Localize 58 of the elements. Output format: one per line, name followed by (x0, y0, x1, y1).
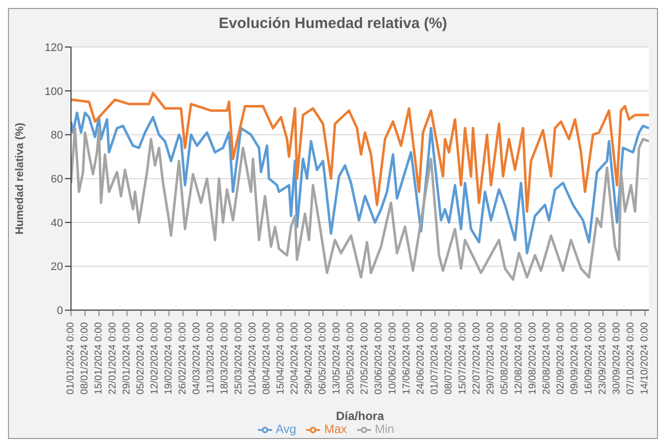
x-tick-label: 19/02/2024 0:00 (164, 322, 174, 394)
x-tick-label: 27/05/2024 0:00 (360, 322, 370, 394)
x-tick-label: 22/01/2024 0:00 (108, 322, 118, 394)
x-tick-label: 18/03/2024 0:00 (220, 322, 230, 394)
line-series (71, 92, 649, 213)
x-tick-label: 20/05/2024 0:00 (346, 322, 356, 394)
x-tick-label: 15/04/2024 0:00 (276, 322, 286, 394)
x-tick-label: 17/06/2024 0:00 (402, 322, 412, 394)
x-tick-label: 22/07/2024 0:00 (472, 322, 482, 394)
x-tick-label: 13/05/2024 0:00 (332, 322, 342, 394)
legend-label: Min (374, 422, 394, 436)
x-tick-label: 11/03/2024 0:00 (206, 322, 216, 394)
y-tick-label: 80 (50, 130, 63, 142)
y-tick-label: 60 (50, 173, 63, 186)
x-tick-label: 08/04/2024 0:00 (262, 322, 272, 394)
x-tick-label: 01/07/2024 0:00 (430, 322, 440, 394)
x-tick-label: 01/01/2024 0:00 (66, 322, 76, 394)
x-tick-label: 02/09/2024 0:00 (556, 322, 566, 394)
x-tick-label: 16/09/2024 0:00 (584, 322, 594, 394)
x-axis-title: Día/hora (336, 409, 384, 424)
x-tick-label: 01/04/2024 0:00 (248, 322, 258, 394)
x-tick-label: 10/06/2024 0:00 (388, 322, 398, 394)
y-tick-label: 40 (50, 217, 63, 230)
x-tick-label: 19/08/2024 0:00 (528, 322, 538, 394)
line-series (71, 112, 649, 254)
x-tick-label: 12/02/2024 0:00 (150, 322, 160, 394)
x-tick-label: 24/06/2024 0:00 (416, 322, 426, 394)
x-tick-label: 08/07/2024 0:00 (444, 322, 454, 394)
x-tick-label: 03/06/2024 0:00 (374, 322, 384, 394)
y-tick-label: 0 (56, 305, 63, 318)
legend-label: Max (324, 422, 347, 436)
x-tick-label: 08/01/2024 0:00 (80, 322, 90, 394)
x-tick-label: 05/02/2024 0:00 (136, 322, 146, 394)
x-tick-label: 26/08/2024 0:00 (542, 322, 552, 394)
chart-title: Evolución Humedad relativa (%) (218, 14, 448, 34)
x-tick-label: 15/01/2024 0:00 (94, 322, 104, 394)
x-tick-label: 12/08/2024 0:00 (514, 322, 524, 394)
x-tick-label: 29/01/2024 0:00 (122, 322, 132, 394)
y-tick-label: 100 (44, 86, 63, 98)
x-tick-label: 04/03/2024 0:00 (192, 322, 202, 394)
x-tick-label: 22/04/2024 0:00 (290, 322, 300, 394)
legend-label: Avg (276, 422, 296, 436)
y-tick-label: 120 (44, 42, 63, 54)
x-tick-label: 09/09/2024 0:00 (570, 322, 580, 394)
line-series (71, 126, 649, 281)
x-tick-label: 30/09/2024 0:00 (612, 322, 622, 394)
x-tick-label: 23/09/2024 0:00 (598, 322, 608, 394)
x-tick-label: 15/07/2024 0:00 (458, 322, 468, 394)
y-axis-title: Humedad relativa (%) (14, 122, 26, 235)
x-tick-label: 26/02/2024 0:00 (178, 322, 188, 394)
x-tick-label: 29/04/2024 0:00 (304, 322, 314, 394)
y-tick-label: 20 (50, 261, 63, 274)
x-tick-label: 14/10/2024 0:00 (640, 322, 650, 394)
x-tick-label: 07/10/2024 0:00 (626, 322, 636, 394)
x-tick-label: 25/03/2024 0:00 (234, 322, 244, 394)
x-tick-label: 05/08/2024 0:00 (500, 322, 510, 394)
x-tick-label: 29/07/2024 0:00 (486, 322, 496, 394)
x-tick-label: 06/05/2024 0:00 (318, 322, 328, 394)
